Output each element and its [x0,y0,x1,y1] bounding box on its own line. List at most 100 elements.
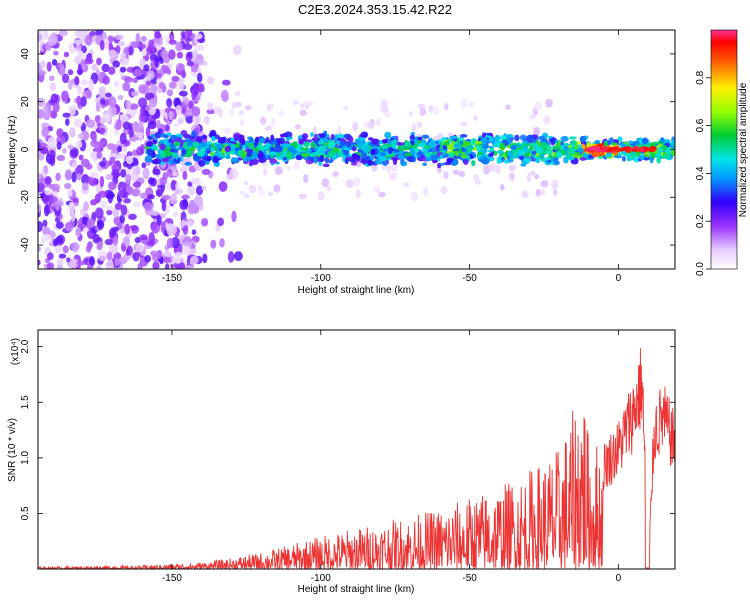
spectrogram-cell [397,153,403,160]
spectrogram-cell [192,82,199,91]
spectrogram-cell [51,59,58,66]
spectrogram-cell [96,265,102,269]
spectrogram-cell [303,141,311,147]
spectrogram-cell [545,98,553,108]
spectrogram-cell [77,133,84,140]
spectrogram-cell [568,136,577,140]
spectrogram-cell [168,110,174,121]
spectrogram-cell [173,149,179,153]
spectrogram-cell [275,152,282,157]
spectrogram-cell [184,153,192,158]
spectrogram-cell [441,149,447,154]
spectrogram-cell [180,107,186,115]
spectrogram-cell [316,148,322,155]
spectrogram-cell [417,103,426,110]
colorbar-tick-label: 0.0 [695,262,706,276]
spectrogram-cell [55,221,64,229]
spectrogram-cell [133,69,142,77]
spectrogram-cell [432,106,439,115]
spectrogram-cell [489,147,495,152]
colorbar-tick-label: 0.8 [695,70,706,84]
spectrogram-cell [43,204,50,217]
spectrogram-cell [430,154,439,161]
spectrogram-cell [556,151,562,159]
spectrogram-cell [106,191,115,200]
spectrogram-cell [112,60,120,68]
spectrogram-cell [62,245,69,254]
spectrogram-cell [459,134,468,138]
spectrogram-cell [624,153,630,157]
spectrogram-cell [212,155,219,164]
spectrogram-cell [106,209,113,216]
spectrogram-cell [114,123,122,131]
spectrogram-cell [111,226,120,232]
spectrogram-cell [139,43,147,49]
spectrogram-cell [173,141,181,147]
spectrogram-cell [189,248,197,255]
spectrogram-cell [191,255,199,265]
spectrogram-cell [175,104,182,116]
spectrogram-cell [360,131,369,138]
spectrogram-cell [595,149,602,153]
spectrogram-cell [120,168,127,178]
spectrogram-cell [238,109,245,116]
spectrogram-cell [195,45,205,51]
spectrogram-cell [393,157,398,166]
y-tick-label: 0.5 [20,506,31,520]
spectrogram-cell [439,154,444,160]
spectrogram-cell [217,136,226,144]
spectrogram-cell [160,221,166,234]
spectrogram-cell [95,30,104,37]
y-tick-label: 0 [20,146,31,152]
spectrogram-cell [468,101,475,107]
spectrogram-cell [466,146,473,153]
spectrogram-cell [195,185,204,196]
spectrogram-cell [530,170,536,176]
spectrogram-cell [99,98,106,105]
spectrogram-cell [300,103,305,109]
spectrogram-cell [101,63,110,73]
spectrogram-cell [181,245,191,256]
spectrogram-cell [337,150,344,158]
spectrogram-cell [201,218,209,227]
spectrogram-cell [40,60,46,69]
snr-panel: -150 -100 -50 0 0.5 1.0 1.5 2.0 Height of stra… [7,329,676,595]
spectrogram-cell [151,210,159,216]
snr-x-ticks: -150 -100 -50 0 [162,330,622,584]
spectrogram-cell [160,153,166,159]
spectrogram-cell [310,132,314,138]
spectrogram-cell [50,93,59,104]
spectrogram-cell [122,81,131,92]
spectrogram-cell [443,170,449,180]
spectrogram-cell [85,163,93,170]
spectrogram-cell [191,106,201,117]
spectrogram-cell [84,57,94,65]
spectrogram-cell [233,44,242,56]
spectrogram-cell [473,115,478,121]
spectrogram-cell [234,143,240,149]
spectrogram-cell [47,136,57,149]
spectrogram-cell [76,164,84,176]
spectrogram-cell [168,39,177,45]
spectrogram-cell [271,117,276,127]
spectrogram-cell [298,193,307,200]
spectrogram-cell [213,106,222,115]
spectrogram-cell [119,188,127,199]
spectrogram-cell [38,220,43,232]
spectrogram-cell [218,181,228,192]
spectrogram-cell [519,134,527,141]
spectrogram-cell [87,79,95,91]
spectrogram-cell [327,141,336,149]
spectrogram-cell [553,188,558,196]
spectrogram-cell [203,116,210,125]
spectrogram-cell [546,149,553,156]
spectrogram-cell [528,142,534,147]
x-tick-label: -150 [162,273,182,284]
spectrogram-cell [273,184,281,193]
spectrogram-cell [313,156,318,164]
spectrogram-cell [292,100,299,106]
spectrogram-cell [353,154,361,160]
spectrogram-cell [114,258,121,267]
spectrogram-cell [171,75,180,82]
